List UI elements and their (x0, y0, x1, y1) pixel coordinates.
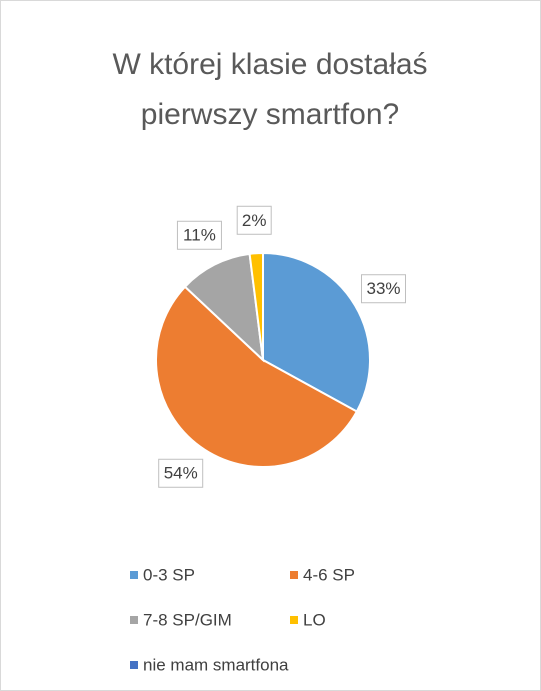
pie-slice (248, 251, 264, 361)
legend-marker (130, 571, 138, 579)
pie-slice (183, 252, 265, 363)
chart-title: W której klasie dostałaś pierwszy smartf… (112, 48, 428, 131)
data-label: 2% (242, 211, 267, 230)
legend-label: nie mam smartfona (143, 655, 289, 674)
data-label-box (158, 458, 204, 488)
data-label-box (176, 220, 222, 250)
pie-slice (155, 285, 359, 468)
legend-marker (130, 616, 138, 624)
legend-label: LO (303, 610, 326, 629)
data-label: 54% (164, 464, 198, 483)
data-label: 11% (183, 226, 216, 245)
legend-label: 0-3 SP (143, 565, 195, 584)
pie-slice (262, 251, 371, 413)
data-label-box (236, 205, 272, 235)
data-label: 33% (366, 279, 400, 298)
legend-label: 7-8 SP/GIM (143, 610, 232, 629)
legend-marker (290, 571, 298, 579)
legend-marker (130, 661, 138, 669)
legend-marker (290, 616, 298, 624)
data-label-box (361, 274, 407, 304)
legend-label: 4-6 SP (303, 565, 355, 584)
